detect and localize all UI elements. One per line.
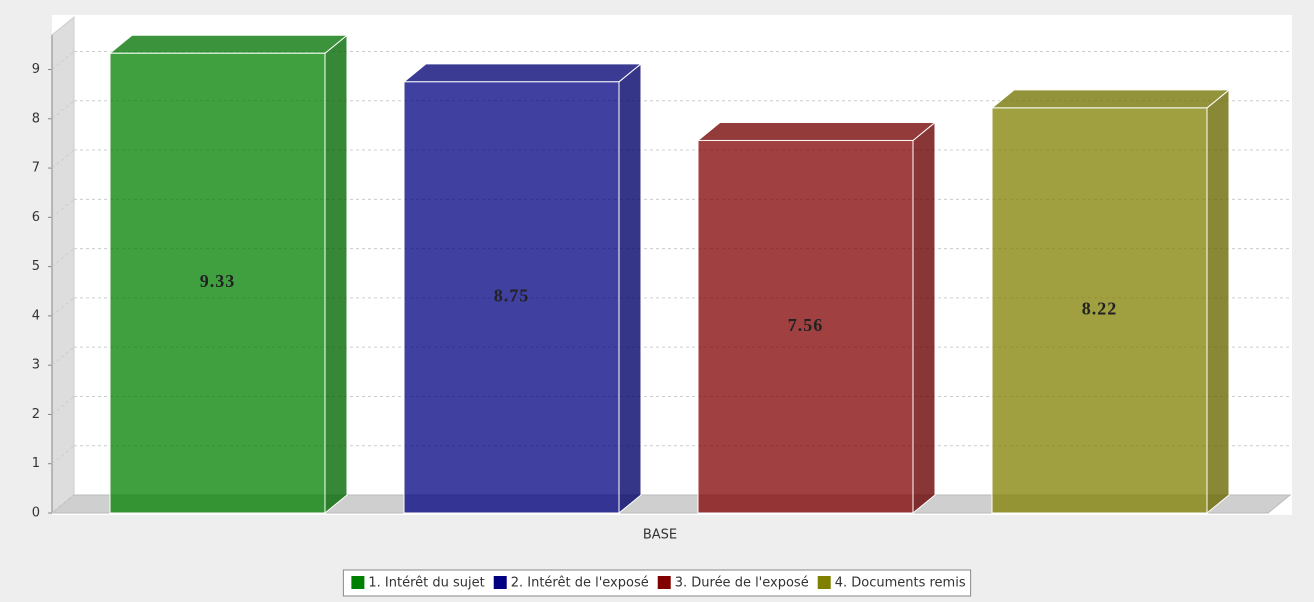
value-label: 8.22 xyxy=(1082,299,1118,319)
bar-top xyxy=(698,122,935,141)
bar-top xyxy=(110,35,347,54)
legend-swatch xyxy=(493,576,507,589)
y-tick-label: 8 xyxy=(32,111,40,126)
bar-side xyxy=(619,63,641,514)
bar-side xyxy=(913,122,935,513)
bar-top-shade xyxy=(696,121,937,141)
x-tick-label: BASE xyxy=(643,528,677,543)
wall-grid-line xyxy=(51,445,75,465)
bar-side xyxy=(1207,89,1229,514)
bar-side-shade xyxy=(324,34,348,515)
bar-top xyxy=(404,63,641,82)
value-label: 8.75 xyxy=(494,286,530,306)
wall-grid-line xyxy=(51,297,75,317)
legend-label: 4. Documents remis xyxy=(835,576,966,591)
legend-box xyxy=(342,569,972,597)
wall-grid-line xyxy=(51,346,75,366)
bar-side-shade xyxy=(1206,88,1230,515)
legend-swatch xyxy=(817,576,831,589)
bar xyxy=(109,52,326,514)
y-tick-label: 3 xyxy=(32,358,40,373)
y-tick-label: 1 xyxy=(32,456,40,471)
value-label: 9.33 xyxy=(200,271,236,291)
y-tick-label: 7 xyxy=(32,161,40,176)
bar-side xyxy=(325,35,347,513)
wall-grid-line xyxy=(51,100,75,120)
y-tick-label: 6 xyxy=(32,210,40,225)
wall-grid-line xyxy=(51,51,75,70)
bar xyxy=(403,81,620,514)
bar-top xyxy=(992,89,1229,108)
y-tick-label: 4 xyxy=(32,308,40,323)
y-tick-label: 0 xyxy=(32,506,40,521)
bar xyxy=(991,107,1208,514)
bar-side-shade xyxy=(912,121,936,515)
bar-top-shade xyxy=(990,89,1231,109)
value-label: 7.56 xyxy=(788,315,824,335)
legend-label: 1. Intérêt du sujet xyxy=(368,576,484,591)
wall-grid-line xyxy=(51,198,75,218)
wall-grid-line xyxy=(51,494,75,514)
left-wall xyxy=(51,15,75,515)
bar-top-shade xyxy=(108,34,349,54)
legend-label: 3. Durée de l'exposé xyxy=(675,576,809,591)
wall-grid-line xyxy=(51,248,75,267)
legend-swatch xyxy=(657,576,671,589)
y-tick-label: 2 xyxy=(32,407,40,422)
legend-swatch xyxy=(351,576,365,589)
legend-label: 2. Intérêt de l'exposé xyxy=(511,576,649,591)
bar xyxy=(697,139,914,514)
legend: 1. Intérêt du sujet 2. Intérêt de l'expos… xyxy=(342,569,972,597)
wall-grid-line xyxy=(51,149,75,169)
bar-top-shade xyxy=(402,63,643,83)
y-tick-label: 5 xyxy=(32,259,40,274)
y-tick-label: 9 xyxy=(32,62,40,77)
bar-side-shade xyxy=(618,62,642,515)
wall-grid-line xyxy=(51,396,75,415)
